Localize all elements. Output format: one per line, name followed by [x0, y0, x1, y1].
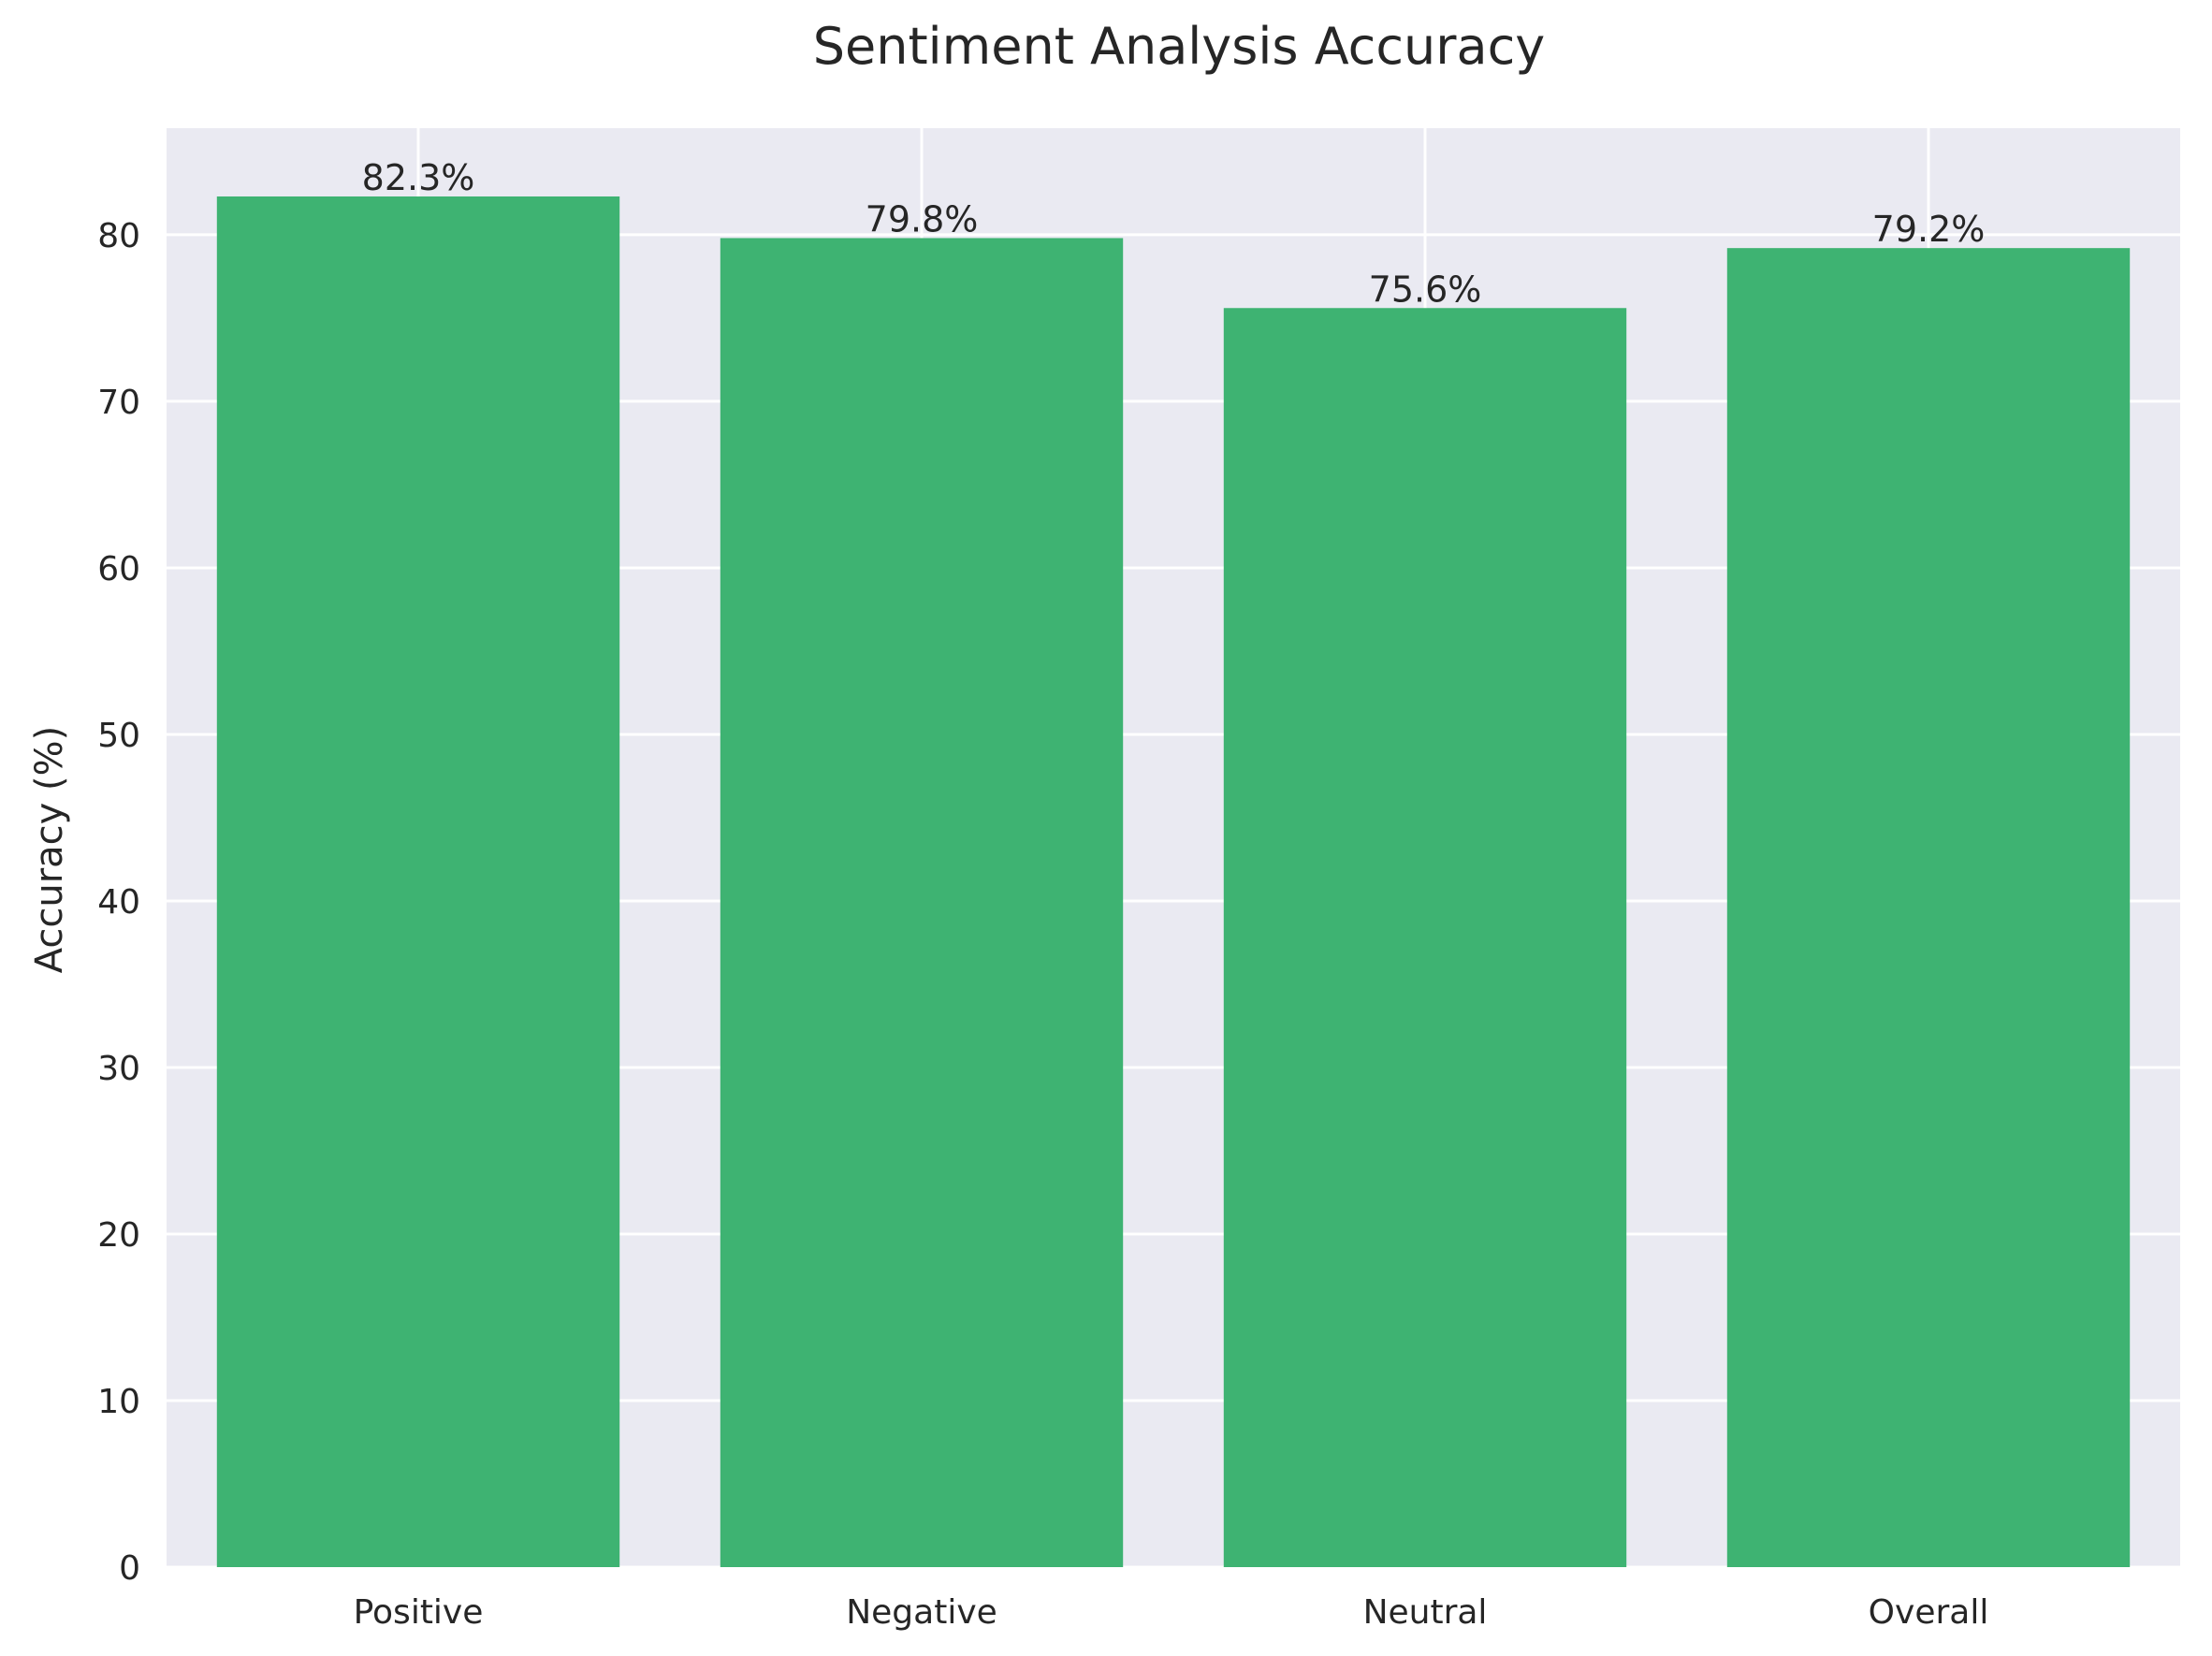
y-tick-label: 40 — [97, 883, 140, 922]
bar-negative — [720, 238, 1124, 1568]
y-tick-label: 20 — [97, 1216, 140, 1255]
bar-overall — [1726, 248, 2131, 1568]
bar-positive — [216, 196, 620, 1568]
y-axis-label: Accuracy (%) — [28, 726, 71, 974]
y-tick-label: 30 — [97, 1050, 140, 1088]
chart-title: Sentiment Analysis Accuracy — [813, 17, 1545, 76]
data-label-negative: 79.8% — [866, 198, 979, 240]
data-label-positive: 82.3% — [362, 157, 475, 198]
y-tick-label: 60 — [97, 550, 140, 588]
y-tick-label: 10 — [97, 1383, 140, 1421]
y-tick-label: 0 — [119, 1549, 140, 1588]
data-label-overall: 79.2% — [1872, 209, 1986, 250]
x-tick-label-negative: Negative — [846, 1593, 997, 1632]
y-tick-label: 70 — [97, 384, 140, 422]
x-tick-label-positive: Positive — [354, 1593, 484, 1632]
y-tick-label: 80 — [97, 217, 140, 255]
x-axis-ticks: Positive Negative Neutral Overall — [354, 1593, 1989, 1632]
bars — [216, 196, 2131, 1568]
data-label-neutral: 75.6% — [1369, 269, 1482, 310]
x-tick-label-overall: Overall — [1869, 1593, 1989, 1632]
y-axis-ticks: 0 10 20 30 40 50 60 70 80 — [97, 217, 140, 1588]
bar-neutral — [1223, 308, 1627, 1567]
data-labels: 82.3% 79.8% 75.6% 79.2% — [362, 157, 1986, 310]
y-tick-label: 50 — [97, 717, 140, 755]
x-tick-label-neutral: Neutral — [1363, 1593, 1488, 1632]
